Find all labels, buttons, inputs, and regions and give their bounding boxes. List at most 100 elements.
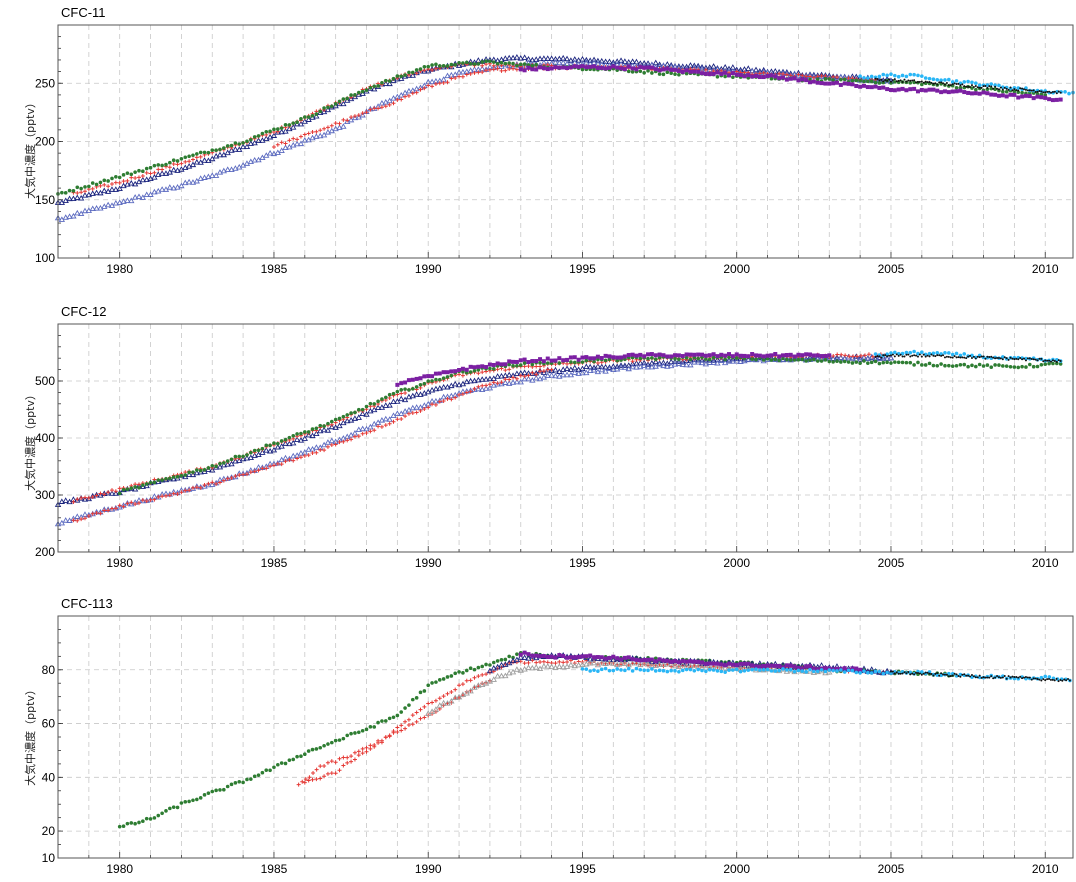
data-point [862, 359, 866, 363]
data-point [611, 668, 616, 673]
data-point [773, 669, 778, 673]
data-point [522, 374, 527, 379]
data-point [538, 357, 543, 362]
data-point [827, 668, 832, 672]
data-point [982, 355, 985, 358]
data-point [839, 352, 844, 357]
data-point [993, 87, 997, 92]
data-point [530, 63, 535, 68]
data-point [104, 201, 112, 208]
data-point [959, 356, 962, 359]
data-point [530, 362, 535, 367]
data-point [669, 67, 674, 72]
data-point [232, 165, 239, 171]
data-point [629, 363, 636, 370]
series-0 [54, 353, 895, 507]
data-point [947, 351, 951, 355]
data-point [79, 496, 84, 501]
data-point [1063, 678, 1066, 681]
data-point [491, 362, 496, 367]
data-point [391, 419, 396, 424]
data-point [376, 720, 380, 725]
data-point [850, 666, 855, 671]
data-point [70, 195, 77, 202]
data-point [383, 735, 388, 740]
data-point [164, 162, 168, 167]
data-point [399, 723, 404, 728]
data-point [804, 359, 808, 363]
data-point [251, 452, 258, 458]
data-point [893, 73, 897, 78]
data-point [549, 358, 554, 363]
data-point [245, 777, 249, 782]
data-point [719, 352, 724, 357]
data-point [862, 353, 867, 358]
data-point [977, 353, 982, 358]
data-point [297, 140, 305, 147]
data-point [969, 91, 974, 96]
data-point [324, 427, 332, 433]
data-point [665, 70, 670, 75]
data-point [345, 733, 350, 738]
data-point [430, 63, 434, 67]
data-point [324, 129, 332, 135]
data-point [413, 404, 420, 410]
data-point [835, 359, 839, 364]
data-point [621, 660, 629, 666]
data-point [918, 672, 921, 675]
data-point [363, 411, 370, 417]
data-point [959, 675, 962, 678]
data-point [514, 67, 519, 72]
data-point [356, 749, 361, 754]
data-point [1055, 92, 1058, 95]
data-point [1053, 360, 1056, 363]
data-point [221, 478, 226, 483]
data-point [82, 189, 87, 194]
data-point [660, 362, 667, 369]
data-point [372, 106, 377, 111]
data-point [665, 669, 670, 674]
data-point [272, 127, 276, 132]
data-point [85, 495, 93, 502]
data-point [303, 115, 307, 119]
data-point [444, 383, 451, 390]
data-point [1057, 680, 1060, 683]
data-point [178, 182, 185, 189]
data-point [715, 661, 720, 666]
data-point [337, 768, 342, 773]
data-point [953, 82, 956, 85]
data-point [133, 176, 138, 181]
data-point [228, 460, 235, 467]
data-point [1019, 675, 1022, 678]
data-point [990, 355, 993, 358]
data-point [1034, 91, 1037, 94]
data-point [691, 356, 698, 363]
data-point [360, 407, 365, 412]
data-point [296, 782, 301, 787]
data-point [970, 86, 974, 90]
data-point [449, 369, 454, 374]
data-point [977, 91, 982, 96]
data-point [800, 357, 805, 362]
data-point [1059, 679, 1062, 682]
data-point [703, 353, 708, 358]
data-point [905, 80, 908, 83]
data-point [480, 60, 485, 64]
data-point [858, 74, 862, 78]
data-point [117, 824, 122, 829]
data-point [579, 369, 586, 376]
data-point [337, 440, 342, 445]
data-point [889, 671, 893, 675]
data-point [356, 434, 361, 439]
chart-title: CFC-12 [61, 304, 107, 319]
data-point [318, 109, 323, 114]
data-point [920, 355, 923, 358]
data-point [506, 380, 513, 386]
data-point [993, 363, 997, 367]
data-point [355, 426, 362, 433]
data-point [487, 362, 492, 367]
data-point [858, 361, 862, 365]
data-point [109, 506, 114, 511]
data-point [629, 360, 636, 367]
data-point [622, 354, 627, 359]
